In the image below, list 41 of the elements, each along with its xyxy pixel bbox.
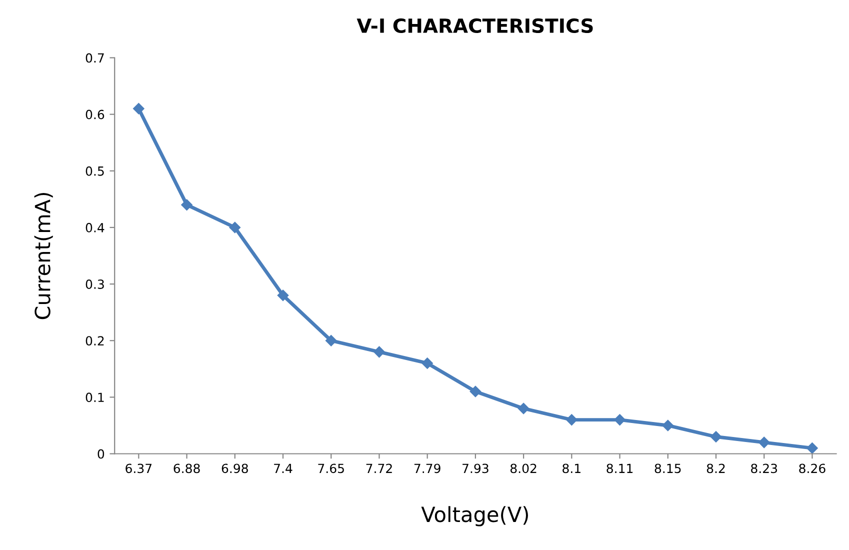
x-tick-label: 7.93 [462,464,488,474]
x-tick-label: 8.02 [510,464,536,474]
point [133,103,144,114]
point [181,199,192,210]
x-axis-title: Voltage(V) [421,506,528,526]
point [518,402,530,414]
point [710,431,722,442]
point [806,442,818,454]
x-tick-label: 8.26 [799,464,826,474]
point [566,414,578,426]
y-tick-label: 0.5 [86,166,104,176]
x-tick-label: 6.37 [126,464,152,474]
x-tick-label: 6.98 [222,464,248,474]
y-tick-label: 0 [98,449,104,459]
point [326,335,337,346]
point [229,222,240,234]
point [470,386,482,398]
point [374,346,385,358]
y-tick-label: 0.1 [86,392,104,402]
x-tick-label: 7.4 [274,464,292,473]
x-tick-label: 6.88 [174,464,200,474]
point [422,358,433,369]
y-tick-label: 0.4 [86,222,104,232]
x-tick-label: 7.65 [318,464,344,474]
y-tick-label: 0.2 [86,336,104,346]
x-tick-label: 8.23 [751,464,778,474]
x-tick-label: 8.11 [606,464,633,474]
y-axis-title: Current(mA) [34,193,53,320]
point [277,290,289,301]
point [662,420,674,432]
x-tick-label: 7.72 [366,464,392,473]
point [758,436,770,448]
x-tick-label: 8.15 [654,464,681,474]
x-tick-label: 8.1 [562,464,580,474]
y-tick-label: 0.6 [86,110,104,120]
point [614,414,626,426]
y-tick-label: 0.7 [86,53,104,63]
chart-title: V-I CHARACTERISTICS [356,18,593,34]
x-tick-label: 8.2 [706,464,725,474]
y-tick-label: 0.3 [86,280,104,289]
x-tick-label: 7.79 [414,464,440,474]
